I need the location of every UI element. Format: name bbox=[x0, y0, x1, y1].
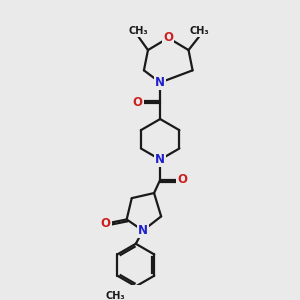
Text: O: O bbox=[133, 96, 143, 109]
Text: CH₃: CH₃ bbox=[128, 26, 148, 36]
Text: N: N bbox=[138, 224, 148, 237]
Text: CH₃: CH₃ bbox=[190, 26, 209, 36]
Text: CH₃: CH₃ bbox=[106, 290, 125, 300]
Text: N: N bbox=[155, 153, 165, 166]
Text: O: O bbox=[100, 217, 110, 230]
Text: O: O bbox=[163, 32, 173, 44]
Text: N: N bbox=[155, 76, 165, 89]
Text: O: O bbox=[178, 173, 188, 186]
